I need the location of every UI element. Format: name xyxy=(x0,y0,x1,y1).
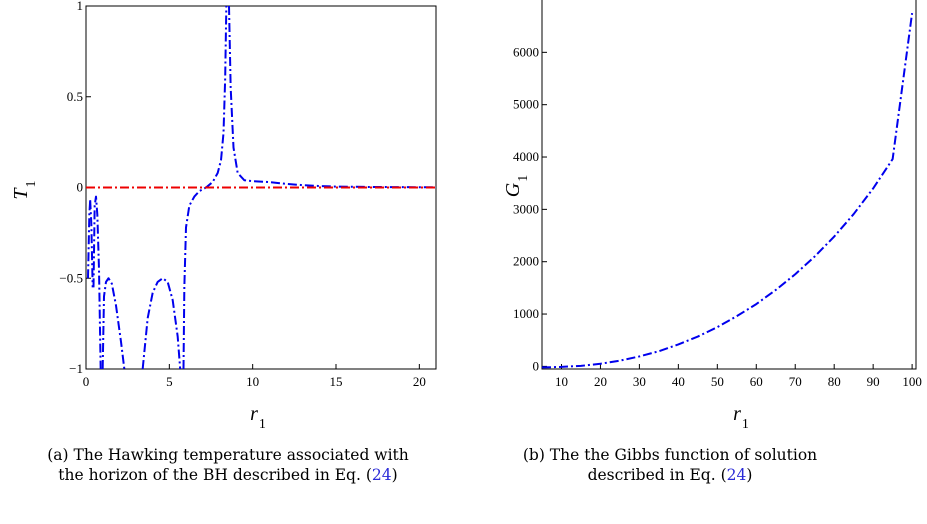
y-tick-label-b: 6000 xyxy=(513,44,539,59)
x-axis-label-b: r1 xyxy=(733,403,749,432)
x-tick-label-a: 10 xyxy=(246,374,259,389)
x-tick-label-a: 5 xyxy=(166,374,173,389)
x-tick-label-b: 50 xyxy=(711,374,724,389)
y-axis-label-main-b: G xyxy=(502,182,524,197)
caption-b-close: ) xyxy=(746,466,753,484)
series-line-a-0-3 xyxy=(101,277,126,369)
series-line-b-0-0 xyxy=(542,12,914,369)
y-tick-label-b: 5000 xyxy=(513,97,539,112)
caption-b-text: (b) The the Gibbs function of solution d… xyxy=(522,446,818,484)
x-tick-label-b: 80 xyxy=(828,374,841,389)
caption-b-ref[interactable]: 24 xyxy=(726,466,747,484)
plot-frame-b xyxy=(541,0,917,370)
caption-a-ref[interactable]: 24 xyxy=(371,466,392,484)
x-tick-label-b: 60 xyxy=(750,374,763,389)
y-tick-label-b: 0 xyxy=(533,358,540,373)
x-tick-label-b: 10 xyxy=(555,374,568,389)
y-tick-label-a: 1 xyxy=(77,0,84,13)
y-axis-label-sub-a: 1 xyxy=(24,180,39,187)
x-tick-label-b: 100 xyxy=(902,374,922,389)
y-tick-label-a: 0 xyxy=(77,180,84,195)
caption-a-close: ) xyxy=(391,466,398,484)
x-tick-label-b: 30 xyxy=(633,374,646,389)
y-tick-label-b: 3000 xyxy=(513,201,539,216)
series-line-a-0-6 xyxy=(228,6,436,189)
x-tick-label-b: 70 xyxy=(789,374,802,389)
plot-area-b xyxy=(542,12,914,369)
x-axis-label-main-b: r xyxy=(733,403,741,425)
series-line-a-0-1 xyxy=(89,200,94,288)
x-axis-label-a: r1 xyxy=(250,403,266,432)
x-axis-label-sub-b: 1 xyxy=(742,417,749,432)
x-tick-label-b: 20 xyxy=(594,374,607,389)
caption-a: (a) The Hawking temperature associated w… xyxy=(38,445,418,485)
series-line-a-0-0 xyxy=(87,200,92,279)
plot-area-a xyxy=(86,6,436,369)
y-tick-label-b: 4000 xyxy=(513,149,539,164)
y-tick-label-b: 1000 xyxy=(513,306,539,321)
chart-gibbs-function: 10 20 30 40 50 60 70 80 90 1000100020003000400050… xyxy=(502,0,922,432)
caption-a-text: (a) The Hawking temperature associated w… xyxy=(47,446,409,484)
x-tick-label-a: 0 xyxy=(83,374,90,389)
y-axis-label-sub-b: 1 xyxy=(516,175,531,182)
x-tick-label-b: 90 xyxy=(867,374,880,389)
y-tick-label-a: −0.5 xyxy=(59,270,83,285)
y-tick-label-a: 0.5 xyxy=(67,89,83,104)
x-axis-label-main-a: r xyxy=(250,403,258,425)
y-tick-label-b: 2000 xyxy=(513,254,539,269)
x-tick-label-b: 40 xyxy=(672,374,685,389)
y-tick-label-a: −1 xyxy=(69,361,83,376)
y-axis-label-a: T1 xyxy=(10,180,39,199)
y-axis-label-b: G1 xyxy=(502,175,531,197)
y-axis-label-main-a: T xyxy=(10,187,32,200)
x-tick-label-a: 15 xyxy=(330,374,343,389)
x-tick-label-a: 20 xyxy=(413,374,426,389)
series-line-a-0-2 xyxy=(92,195,102,369)
caption-b: (b) The the Gibbs function of solution d… xyxy=(490,445,850,485)
x-axis-label-sub-a: 1 xyxy=(259,417,266,432)
series-line-a-0-4 xyxy=(141,277,182,369)
